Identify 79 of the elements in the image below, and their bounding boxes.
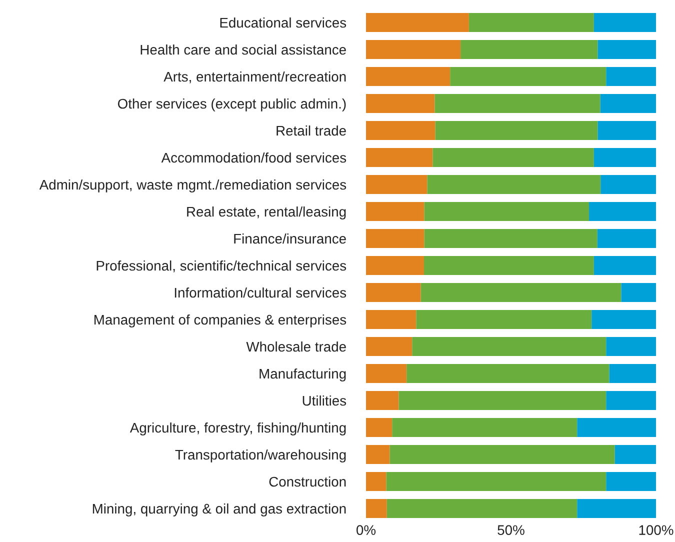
y-tick-label: Retail trade xyxy=(276,125,346,136)
y-tick-label: Arts, entertainment/recreation xyxy=(164,71,346,84)
y-tick-label: Mining, quarrying & oil and gas extraction xyxy=(92,503,346,516)
y-tick-label: Health care and social assistance xyxy=(140,44,346,55)
x-tick-label: 50% xyxy=(498,525,524,535)
bar xyxy=(386,499,578,518)
bar xyxy=(606,391,656,410)
y-tick-label: Finance/insurance xyxy=(234,233,346,244)
bar xyxy=(366,499,387,518)
bar xyxy=(366,175,428,194)
bar xyxy=(366,418,392,437)
y-tick-label: Management of companies & enterprises xyxy=(94,314,346,328)
bar xyxy=(424,229,598,248)
bar xyxy=(366,148,433,167)
bar xyxy=(424,202,590,221)
bar xyxy=(432,148,594,167)
bar xyxy=(366,229,424,248)
bar xyxy=(614,445,656,464)
y-tick-label: Transportation/warehousing xyxy=(175,449,346,462)
bar xyxy=(366,445,390,464)
bar xyxy=(589,202,656,221)
y-tick-label: Utilities xyxy=(302,395,346,406)
y-tick-label: Wholesale trade xyxy=(246,341,346,352)
bar xyxy=(420,283,622,302)
bar xyxy=(434,94,600,113)
y-tick-label: Manufacturing xyxy=(260,368,346,382)
bar xyxy=(577,499,656,518)
bar xyxy=(424,256,594,275)
bar xyxy=(412,337,606,356)
y-tick-label: Real estate, rental/leasing xyxy=(187,206,346,220)
bar xyxy=(398,391,606,410)
bar xyxy=(594,13,656,32)
bar xyxy=(366,256,424,275)
bar xyxy=(606,67,656,86)
y-tick-label: Accommodation/food services xyxy=(161,152,346,163)
bar xyxy=(594,148,656,167)
bar xyxy=(366,337,412,356)
bar xyxy=(621,283,656,302)
bar xyxy=(366,40,461,59)
bar xyxy=(598,121,656,140)
bar xyxy=(366,364,407,383)
bar xyxy=(366,67,450,86)
bar xyxy=(416,310,592,329)
bar xyxy=(366,13,469,32)
bar xyxy=(592,310,656,329)
bar xyxy=(366,310,416,329)
bar xyxy=(597,229,656,248)
bar xyxy=(600,175,656,194)
bar xyxy=(366,472,386,491)
bar xyxy=(392,418,578,437)
y-tick-label: Construction xyxy=(269,476,346,487)
y-tick-label: Admin/support, waste mgmt./remediation services xyxy=(39,179,346,192)
bar xyxy=(366,283,421,302)
bar xyxy=(609,364,656,383)
x-tick-label: 100% xyxy=(639,525,674,535)
bar xyxy=(366,202,424,221)
bar xyxy=(577,418,656,437)
bar xyxy=(600,94,656,113)
bar xyxy=(427,175,601,194)
y-tick-label: Educational services xyxy=(220,17,346,28)
bar xyxy=(468,13,594,32)
bar xyxy=(598,40,656,59)
bar xyxy=(386,472,606,491)
y-tick-label: Other services (except public admin.) xyxy=(118,98,346,112)
bar xyxy=(366,391,399,410)
bar xyxy=(366,121,436,140)
y-tick-label: Professional, scientific/technical services xyxy=(96,260,346,272)
bar xyxy=(594,256,656,275)
y-tick-label: Agriculture, forestry, fishing/hunting xyxy=(130,422,346,436)
x-tick-label: 0% xyxy=(356,525,376,535)
bar xyxy=(390,445,615,464)
bar xyxy=(435,121,598,140)
y-tick-label: Information/cultural services xyxy=(174,287,346,298)
bar xyxy=(366,94,435,113)
bar xyxy=(460,40,598,59)
bar xyxy=(606,472,656,491)
bar xyxy=(606,337,656,356)
bar xyxy=(406,364,610,383)
bar xyxy=(450,67,606,86)
